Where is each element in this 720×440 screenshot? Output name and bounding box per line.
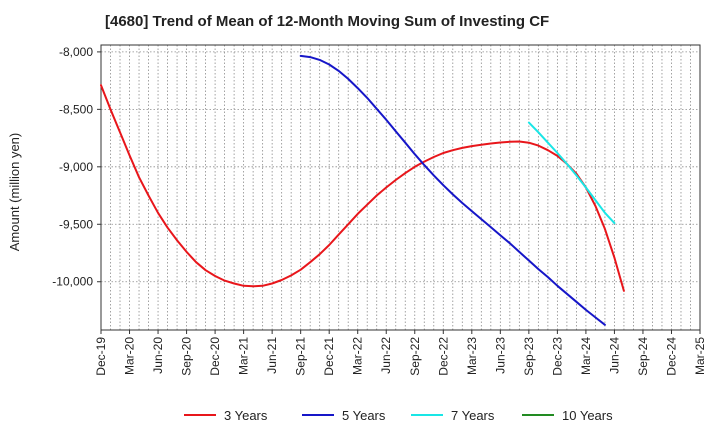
- plot-area: [100, 54, 625, 326]
- x-tick-label: Mar-21: [237, 337, 251, 375]
- x-tick-label: Mar-24: [579, 337, 593, 375]
- series-line-3-years: [100, 84, 625, 292]
- y-tick-label: -8,000: [59, 45, 93, 59]
- x-tick-label: Sep-24: [636, 337, 650, 376]
- x-tick-label: Jun-23: [493, 337, 507, 374]
- legend: 3 Years 5 Years 7 Years 10 Years: [184, 408, 613, 423]
- chart-title: [4680] Trend of Mean of 12-Month Moving …: [105, 13, 549, 30]
- x-tick-label: Dec-23: [550, 337, 564, 376]
- x-tick-label: Sep-20: [180, 337, 194, 376]
- grid-lines: [100, 44, 701, 331]
- plot-frame: [100, 44, 701, 331]
- series-line-7-years: [527, 121, 616, 225]
- x-tick-label: Sep-21: [294, 337, 308, 376]
- x-tick-label: Sep-23: [522, 337, 536, 376]
- legend-label-3-years: 3 Years: [224, 408, 268, 423]
- x-tick-label: Dec-19: [94, 337, 108, 376]
- y-axis-ticks: -8,000 -8,500 -9,000 -9,500 -10,000: [52, 45, 101, 289]
- x-tick-label: Mar-23: [465, 337, 479, 375]
- y-tick-label: -9,000: [59, 160, 93, 174]
- legend-label-5-years: 5 Years: [342, 408, 386, 423]
- x-tick-label: Mar-20: [123, 337, 137, 375]
- x-axis-ticks: Dec-19 Mar-20 Jun-20 Sep-20 Dec-20 Mar-21 Jun-…: [94, 330, 707, 376]
- legend-label-7-years: 7 Years: [451, 408, 495, 423]
- y-tick-label: -8,500: [59, 102, 93, 116]
- series-line-5-years: [299, 54, 606, 326]
- legend-label-10-years: 10 Years: [562, 408, 613, 423]
- x-tick-label: Mar-22: [351, 337, 365, 375]
- x-tick-label: Jun-20: [151, 337, 165, 374]
- x-tick-label: Dec-22: [436, 337, 450, 376]
- y-axis-label: Amount (million yen): [7, 133, 22, 252]
- x-tick-label: Sep-22: [408, 337, 422, 376]
- y-tick-label: -10,000: [52, 275, 93, 289]
- x-tick-label: Jun-24: [607, 337, 621, 374]
- x-tick-label: Dec-20: [208, 337, 222, 376]
- x-tick-label: Dec-24: [664, 337, 678, 376]
- x-tick-label: Jun-21: [265, 337, 279, 374]
- x-tick-label: Dec-21: [322, 337, 336, 376]
- y-tick-label: -9,500: [59, 217, 93, 231]
- x-tick-label: Jun-22: [379, 337, 393, 374]
- x-tick-label: Mar-25: [693, 337, 707, 375]
